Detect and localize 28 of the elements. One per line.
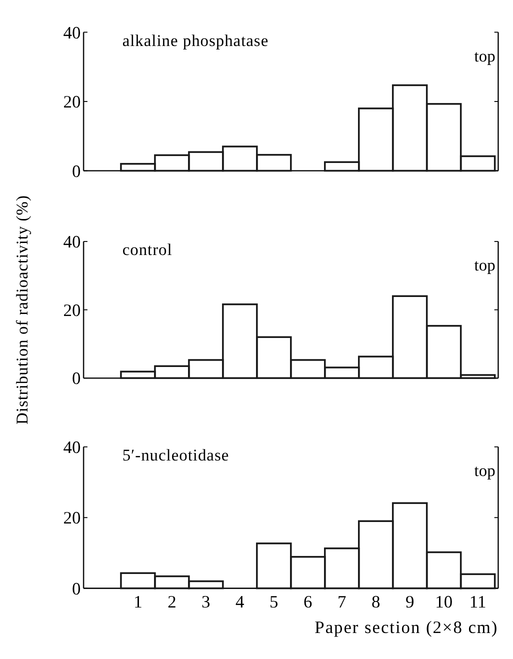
x-tick-label: 6 xyxy=(304,592,313,612)
annotation: top xyxy=(474,46,496,66)
chart-title: 5′-nucleotidase xyxy=(122,445,230,464)
y-tick-label: 0 xyxy=(72,368,81,388)
y-tick-label: 20 xyxy=(63,300,81,320)
x-tick-label: 8 xyxy=(372,592,380,612)
x-tick-label: 3 xyxy=(202,592,211,612)
x-tick-label: 2 xyxy=(168,592,176,612)
y-tick-label: 0 xyxy=(72,578,81,598)
x-tick-label: 10 xyxy=(435,592,453,612)
x-tick-label: 11 xyxy=(469,592,486,612)
x-axis-title: Paper section (2×8 cm) xyxy=(314,616,498,637)
y-tick-label: 20 xyxy=(63,92,81,112)
annotation: top xyxy=(474,256,496,275)
x-tick-label: 5 xyxy=(270,592,279,612)
y-tick-label: 40 xyxy=(63,22,81,42)
x-tick-label: 1 xyxy=(134,592,142,612)
y-tick-label: 40 xyxy=(63,232,81,252)
x-tick-label: 4 xyxy=(236,592,245,612)
annotation: top xyxy=(474,460,496,480)
y-tick-label: 20 xyxy=(63,508,81,528)
x-tick-label: 9 xyxy=(405,592,414,612)
x-tick-label: 7 xyxy=(338,592,347,612)
chart-title: alkaline phosphatase xyxy=(122,30,269,50)
y-tick-label: 0 xyxy=(72,160,81,181)
y-tick-label: 40 xyxy=(63,436,81,457)
chart-title: control xyxy=(122,240,172,260)
y-axis-title: Distribution of radioactivity (%) xyxy=(12,195,32,424)
